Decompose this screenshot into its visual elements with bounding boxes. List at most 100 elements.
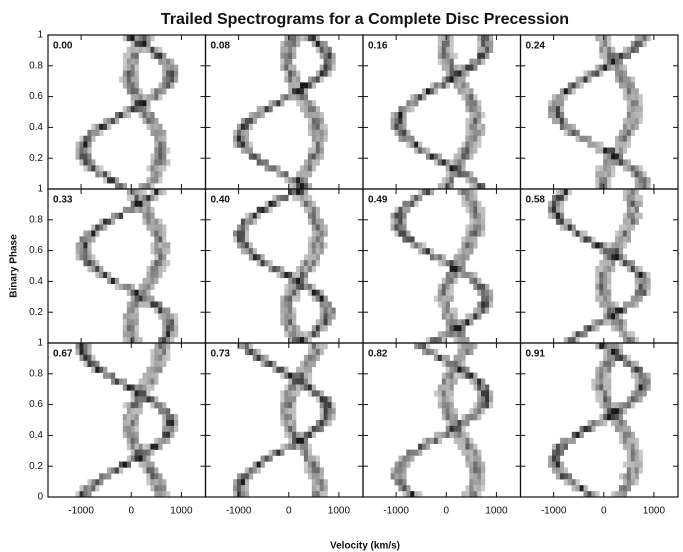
- spectrum-pixel: [311, 200, 316, 207]
- spectrum-pixel: [319, 135, 324, 142]
- spectrum-pixel: [638, 194, 643, 202]
- spectrum-pixel: [130, 396, 135, 403]
- spectrum-pixel: [252, 248, 257, 255]
- spectrum-pixel: [142, 189, 147, 196]
- spectrum-pixel: [166, 337, 171, 344]
- spectrum-pixel: [453, 260, 458, 267]
- spectrum-pixel: [296, 266, 301, 273]
- spectrum-pixel: [469, 372, 474, 379]
- spectrum-pixel: [99, 266, 104, 273]
- spectrum-pixel: [603, 248, 608, 255]
- spectrum-pixel: [618, 52, 624, 59]
- spectrum-pixel: [406, 129, 411, 136]
- spectrum-pixel: [445, 171, 450, 178]
- spectrum-pixel: [307, 425, 313, 433]
- spectrum-pixel: [300, 200, 305, 207]
- spectrum-pixel: [457, 153, 462, 160]
- spectrum-pixel: [449, 260, 454, 267]
- spectrum-pixel: [642, 40, 647, 48]
- spectrum-pixel: [473, 384, 478, 391]
- spectrum-pixel: [441, 307, 446, 314]
- spectrum-pixel: [465, 206, 470, 213]
- spectrum-pixel: [284, 390, 289, 397]
- spectrum-pixel: [146, 473, 151, 480]
- spectrum-pixel: [441, 390, 446, 397]
- spectrum-pixel: [292, 46, 297, 53]
- spectrum-pixel: [485, 295, 490, 302]
- spectrum-pixel: [555, 467, 561, 474]
- spectrum-pixel: [307, 372, 313, 379]
- spectrum-pixel: [618, 420, 624, 427]
- spectrum-pixel: [390, 473, 395, 480]
- spectrum-pixel: [626, 82, 631, 89]
- spectrum-pixel: [122, 76, 127, 83]
- spectrum-pixel: [630, 94, 635, 101]
- spectrum-pixel: [437, 159, 442, 166]
- spectrum-pixel: [433, 159, 439, 166]
- spectrum-pixel: [166, 431, 171, 438]
- spectrum-pixel: [555, 94, 561, 101]
- panel-label: 0.08: [211, 41, 231, 52]
- spectrum-pixel: [303, 372, 309, 379]
- spectrum-pixel: [284, 76, 289, 83]
- panel-label: 0.58: [526, 195, 546, 206]
- spectrum-pixel: [154, 343, 159, 350]
- spectrum-pixel: [599, 289, 604, 296]
- spectrum-pixel: [327, 46, 332, 53]
- spectrum-pixel: [477, 414, 482, 421]
- spectrum-pixel: [264, 106, 269, 113]
- spectrum-pixel: [453, 171, 458, 178]
- spectrum-pixel: [75, 147, 80, 154]
- spectrum-pixel: [630, 129, 635, 136]
- spectrum-pixel: [611, 248, 616, 255]
- spectrum-pixel: [307, 171, 313, 178]
- spectrum-pixel: [453, 153, 458, 160]
- spectrum-pixel: [449, 283, 454, 290]
- spectrum-pixel: [618, 254, 624, 261]
- panel-label: 0.49: [368, 195, 388, 206]
- spectrum-pixel: [615, 425, 620, 433]
- spectrum-pixel: [563, 88, 568, 95]
- spectrum-pixel: [615, 70, 620, 77]
- spectrum-pixel: [481, 402, 486, 409]
- spectrum-pixel: [162, 58, 167, 65]
- spectrum-pixel: [398, 467, 403, 474]
- panel: 0.330.20.40.60.81: [29, 184, 207, 344]
- spectrum-pixel: [292, 384, 297, 391]
- spectrum-pixel: [603, 396, 608, 403]
- spectrum-pixel: [575, 76, 580, 83]
- spectrum-pixel: [626, 189, 631, 196]
- spectrum-pixel: [615, 348, 620, 356]
- spectrum-pixel: [469, 129, 474, 136]
- spectrum-pixel: [162, 402, 167, 409]
- spectrum-pixel: [138, 301, 143, 308]
- spectrum-pixel: [111, 372, 116, 379]
- spectrum-pixel: [307, 218, 313, 225]
- spectrum-pixel: [311, 260, 316, 267]
- spectrum-pixel: [292, 283, 297, 290]
- spectrum-pixel: [445, 402, 450, 409]
- spectrum-pixel: [469, 135, 474, 142]
- spectrum-pixel: [626, 360, 631, 367]
- spectrum-pixel: [429, 437, 435, 444]
- spectrum-pixel: [453, 378, 458, 385]
- spectrum-pixel: [134, 384, 139, 391]
- spectrum-pixel: [607, 313, 612, 320]
- spectrum-pixel: [122, 325, 127, 332]
- spectrum-pixel: [134, 189, 139, 196]
- spectrum-pixel: [418, 194, 423, 202]
- spectrum-pixel: [441, 177, 446, 184]
- spectrum-pixel: [469, 277, 474, 284]
- spectrum-pixel: [469, 236, 474, 243]
- spectrum-pixel: [607, 40, 612, 48]
- spectrum-pixel: [607, 171, 612, 178]
- spectrum-pixel: [615, 153, 620, 160]
- spectrum-pixel: [603, 35, 608, 42]
- spectrum-pixel: [489, 390, 494, 397]
- spectrum-pixel: [559, 461, 565, 468]
- spectrum-pixel: [150, 271, 155, 279]
- spectrum-pixel: [158, 236, 163, 243]
- spectrum-pixel: [469, 437, 474, 444]
- spectrum-pixel: [607, 390, 612, 397]
- spectrum-pixel: [630, 189, 635, 196]
